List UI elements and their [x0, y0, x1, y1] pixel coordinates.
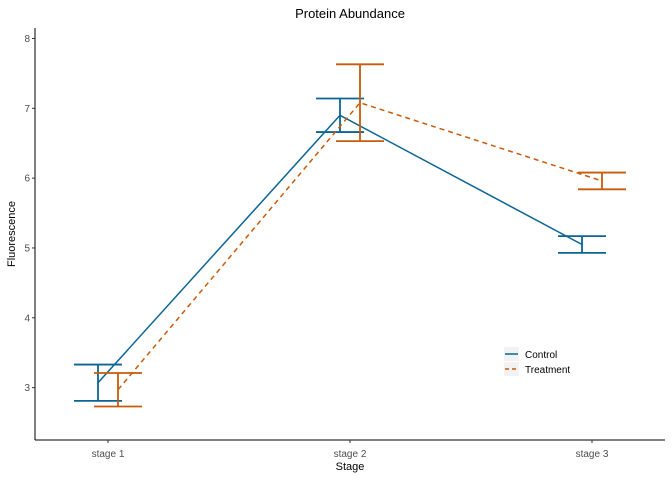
- y-tick-label: 4: [24, 313, 30, 324]
- series-line: [117, 101, 603, 391]
- x-tick-label: stage 3: [576, 449, 609, 460]
- y-tick-label: 5: [24, 243, 30, 254]
- x-axis-title: Stage: [336, 461, 365, 473]
- series-control: [74, 97, 606, 402]
- axes: [34, 28, 665, 441]
- x-tick-label: stage 2: [334, 449, 367, 460]
- legend: Control Treatment: [504, 347, 570, 376]
- y-ticks: 3 4 5 6 7 8: [24, 34, 35, 394]
- plot-area: [74, 63, 626, 408]
- series-treatment: [94, 63, 626, 408]
- legend-label-treatment: Treatment: [525, 365, 570, 376]
- x-tick-label: stage 1: [92, 449, 125, 460]
- y-tick-label: 8: [24, 34, 30, 45]
- y-axis-title: Fluorescence: [6, 201, 18, 267]
- legend-label-control: Control: [525, 350, 557, 361]
- chart-title: Protein Abundance: [295, 6, 405, 21]
- y-tick-label: 7: [24, 104, 30, 115]
- x-ticks: stage 1 stage 2 stage 3: [92, 440, 609, 460]
- y-tick-label: 3: [24, 383, 30, 394]
- legend-key-bg: [504, 362, 519, 376]
- series-line: [97, 114, 583, 384]
- y-tick-label: 6: [24, 174, 30, 185]
